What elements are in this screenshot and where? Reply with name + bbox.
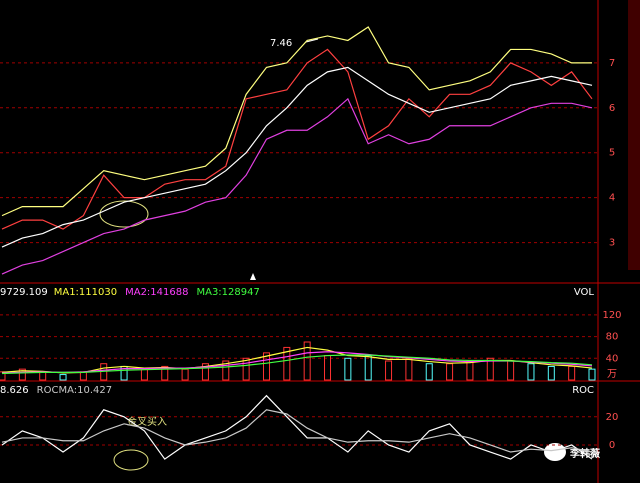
series-line (1, 346, 593, 374)
legend-entry: MA3:128947 (196, 287, 259, 298)
bar (262, 352, 270, 381)
bar (324, 355, 332, 381)
panel-label: VOL (574, 287, 595, 298)
y-tick-label: 0 (609, 440, 615, 451)
y-tick-label: 5 (609, 148, 615, 159)
bar (588, 368, 596, 381)
icon (544, 443, 566, 461)
bar (242, 357, 250, 381)
y-tick-label: 7 (609, 58, 615, 69)
watermark: 李韩薇 (544, 443, 600, 461)
bar (201, 363, 209, 381)
y-tick-label: 4 (609, 193, 615, 204)
y-tick-label: 20 (606, 412, 619, 423)
annotation: 7.46 (270, 38, 292, 49)
annotation: 金叉买入 (127, 415, 167, 428)
series-line (1, 97, 593, 275)
bar (547, 365, 555, 381)
series-line (1, 354, 593, 375)
bar (18, 368, 26, 381)
bar (39, 371, 47, 381)
side-bar (628, 0, 640, 270)
legend-entry: MA1:111030 (54, 287, 117, 298)
bar (385, 360, 393, 381)
bar (405, 357, 413, 381)
y-tick-label: 40 (606, 353, 619, 364)
bar (140, 368, 148, 381)
legend-entry: 8.626 (0, 385, 29, 396)
bar (568, 365, 576, 381)
series-line (1, 26, 592, 217)
bar (181, 368, 189, 381)
highlight (113, 449, 149, 471)
bar (59, 374, 67, 381)
series-line (1, 409, 593, 453)
bar (466, 360, 474, 381)
y-tick-label: 6 (609, 103, 615, 114)
panel-label: ROC (572, 385, 594, 396)
bar (161, 365, 169, 381)
bar (486, 357, 494, 381)
bar (283, 346, 291, 381)
y-tick-label: 80 (606, 332, 619, 343)
series-line (1, 66, 593, 248)
bar (364, 355, 372, 381)
series-line (1, 351, 593, 374)
bar (79, 371, 87, 381)
bar (425, 363, 433, 381)
header-value: 9729.109 (0, 287, 48, 298)
series-line (1, 394, 593, 460)
bar (222, 360, 230, 381)
y-tick-label: 3 (609, 238, 615, 249)
unit-label: 万 (607, 369, 617, 380)
highlight (99, 200, 149, 228)
y-tick-label: 120 (602, 310, 621, 321)
bar (344, 357, 352, 381)
bar (446, 363, 454, 381)
annotation-arrow (305, 38, 319, 43)
legend-entry: ROCMA:10.427 (37, 385, 112, 396)
marker (250, 273, 256, 280)
legend-entry: MA2:141688 (125, 287, 188, 298)
bar (507, 360, 515, 381)
series-line (1, 48, 593, 230)
bar (303, 341, 311, 381)
bar (527, 363, 535, 381)
